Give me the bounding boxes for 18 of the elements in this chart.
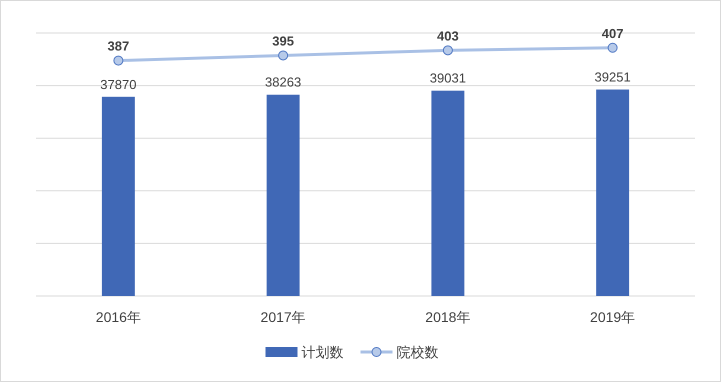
data-label: 387 [108,38,130,54]
point [278,50,288,60]
x-tick-label: 2017年 [260,309,306,325]
data-label: 403 [437,28,459,44]
x-tick-label: 2016年 [96,309,141,325]
data-label: 39031 [430,70,466,86]
x-tick-label: 2018年 [425,309,470,325]
point [442,45,453,56]
data-label: 395 [272,33,294,48]
data-label: 38263 [265,74,302,90]
legend-label: 院校数 [396,344,438,360]
point [113,56,124,66]
point [608,42,618,53]
x-tick-label: 2019年 [590,309,636,325]
legend-label: 计划数 [302,344,344,360]
data-label: 407 [602,26,624,41]
data-label: 39251 [594,70,631,85]
data-label: 37870 [100,76,136,92]
